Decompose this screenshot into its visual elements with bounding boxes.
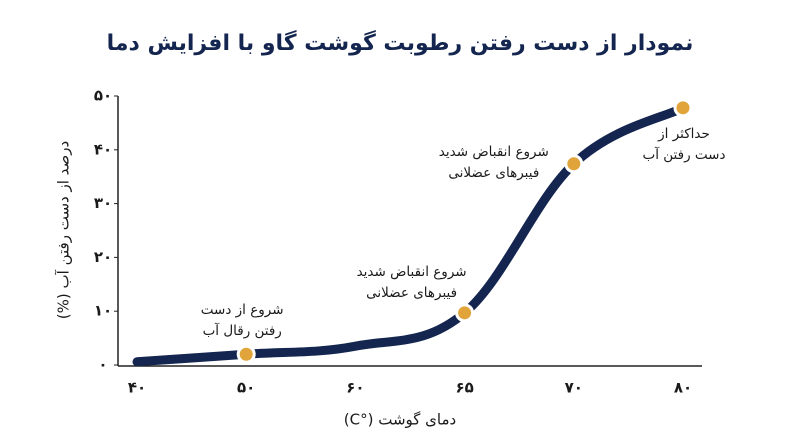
x-tick-label: ۴۰ xyxy=(128,379,146,397)
annotation: شروع از دست xyxy=(201,302,284,318)
x-tick-label: ۶۵ xyxy=(455,379,473,397)
x-tick-label: ۵۰ xyxy=(237,379,255,397)
x-tick-label: ۶۰ xyxy=(346,379,364,397)
x-tick-label: ۷۰ xyxy=(565,379,583,397)
chart-title: نمودار از دست رفتن رطوبت گوشت گاو با افز… xyxy=(107,29,694,56)
annotation: فیبرهای عضلانی xyxy=(448,165,539,181)
highlight-point xyxy=(236,344,256,364)
y-axis-label: درصد از دست رفتن آب (%) xyxy=(55,141,73,319)
x-tick-label: ۸۰ xyxy=(674,379,692,397)
y-tick-label: ۵۰ xyxy=(94,87,112,105)
x-axis-label: دمای گوشت (°C) xyxy=(344,411,456,429)
annotation: شروع انقباض شدید xyxy=(357,264,467,280)
highlight-point xyxy=(564,154,584,174)
y-tick-label: ۰ xyxy=(98,356,107,374)
highlight-point xyxy=(455,303,475,323)
y-tick-label: ۱۰ xyxy=(94,302,112,320)
y-tick-label: ۲۰ xyxy=(94,248,112,266)
annotation: حداکثر از xyxy=(657,126,710,142)
annotation: رفتن رقال آب xyxy=(203,322,282,339)
annotation: شروع انقباض شدید xyxy=(439,144,549,160)
y-tick-label: ۳۰ xyxy=(94,194,112,212)
annotation: فیبرهای عضلانی xyxy=(366,285,457,301)
y-tick-label: ۴۰ xyxy=(94,140,112,158)
highlight-point xyxy=(673,98,693,118)
annotation: دست رفتن آب xyxy=(643,146,726,163)
